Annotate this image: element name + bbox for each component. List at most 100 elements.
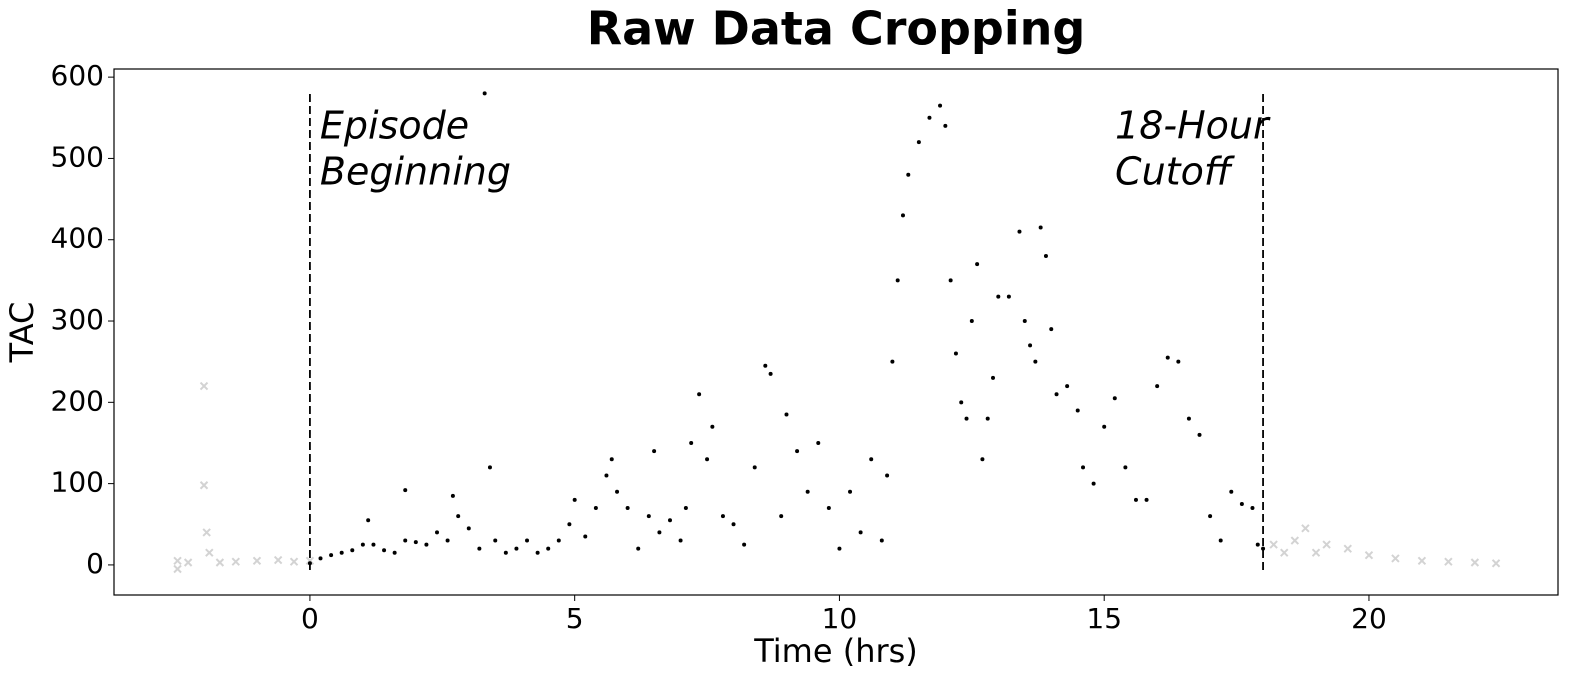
point (572, 497, 577, 502)
point (816, 440, 821, 445)
point (450, 493, 455, 498)
point (1444, 557, 1453, 566)
point (403, 488, 408, 493)
point (636, 546, 641, 551)
point (890, 359, 895, 364)
point (858, 530, 863, 535)
point (477, 546, 482, 551)
point (535, 550, 540, 555)
point (1165, 355, 1170, 360)
point (173, 564, 182, 574)
point (1123, 465, 1128, 470)
point (339, 550, 344, 555)
point (742, 542, 747, 547)
point (205, 548, 214, 557)
point (403, 538, 408, 543)
point (980, 457, 985, 462)
point (1301, 524, 1310, 533)
y-tick-label: 400 (51, 222, 104, 255)
annotation: Episode (320, 104, 469, 148)
point (1049, 327, 1054, 332)
point (1470, 558, 1480, 567)
x-tick-label: 0 (301, 602, 319, 635)
point (720, 514, 725, 519)
point (567, 522, 572, 527)
point (183, 558, 193, 567)
point (307, 561, 312, 566)
point (895, 278, 900, 283)
point (1065, 384, 1070, 389)
point (252, 556, 262, 566)
point (991, 375, 996, 380)
point (1391, 554, 1400, 563)
point (1017, 229, 1022, 234)
point (689, 440, 694, 445)
point (885, 473, 890, 478)
point (231, 557, 240, 566)
point (837, 546, 842, 551)
point (329, 553, 334, 558)
point (318, 556, 323, 561)
point (879, 538, 884, 543)
y-tick-label: 300 (51, 303, 104, 336)
y-tick-label: 200 (51, 384, 104, 417)
point (482, 91, 487, 96)
point (768, 371, 773, 376)
point (1491, 559, 1501, 568)
point (795, 449, 800, 454)
point (1043, 253, 1048, 258)
point (615, 489, 620, 494)
x-tick-label: 5 (566, 602, 584, 635)
point (1311, 548, 1321, 557)
point (487, 465, 492, 470)
point (604, 473, 609, 478)
point (202, 528, 211, 537)
point (943, 123, 948, 128)
point (779, 514, 784, 519)
point (350, 548, 355, 553)
point (392, 550, 397, 555)
point (305, 556, 315, 566)
point (173, 556, 182, 566)
x-tick-label: 10 (822, 602, 858, 635)
point (493, 538, 498, 543)
point (900, 213, 905, 218)
point (371, 542, 376, 547)
point (593, 506, 598, 511)
point (752, 465, 757, 470)
point (1091, 481, 1096, 486)
chart-title: Raw Data Cropping (587, 2, 1086, 56)
point (678, 538, 683, 543)
annotation: Beginning (320, 150, 511, 194)
point (953, 351, 958, 356)
y-axis-label: TAC (3, 302, 41, 364)
point (625, 506, 630, 511)
point (826, 506, 831, 511)
point (382, 548, 387, 553)
point (996, 294, 1001, 299)
point (646, 514, 651, 519)
point (705, 457, 710, 462)
point (360, 542, 365, 547)
point (710, 424, 715, 429)
point (959, 400, 964, 405)
annotation: Cutoff (1115, 150, 1235, 194)
point (652, 449, 657, 454)
point (1218, 538, 1223, 543)
point (985, 416, 990, 421)
point (667, 518, 672, 523)
point (927, 115, 932, 120)
point (199, 481, 209, 490)
y-tick-label: 0 (86, 547, 104, 580)
point (445, 538, 450, 543)
point (869, 457, 874, 462)
point (1229, 489, 1234, 494)
x-tick-label: 20 (1351, 602, 1387, 635)
point (583, 534, 588, 539)
point (938, 103, 943, 108)
point (1022, 319, 1027, 324)
point (731, 522, 736, 527)
point (1038, 225, 1043, 230)
point (1280, 548, 1289, 557)
